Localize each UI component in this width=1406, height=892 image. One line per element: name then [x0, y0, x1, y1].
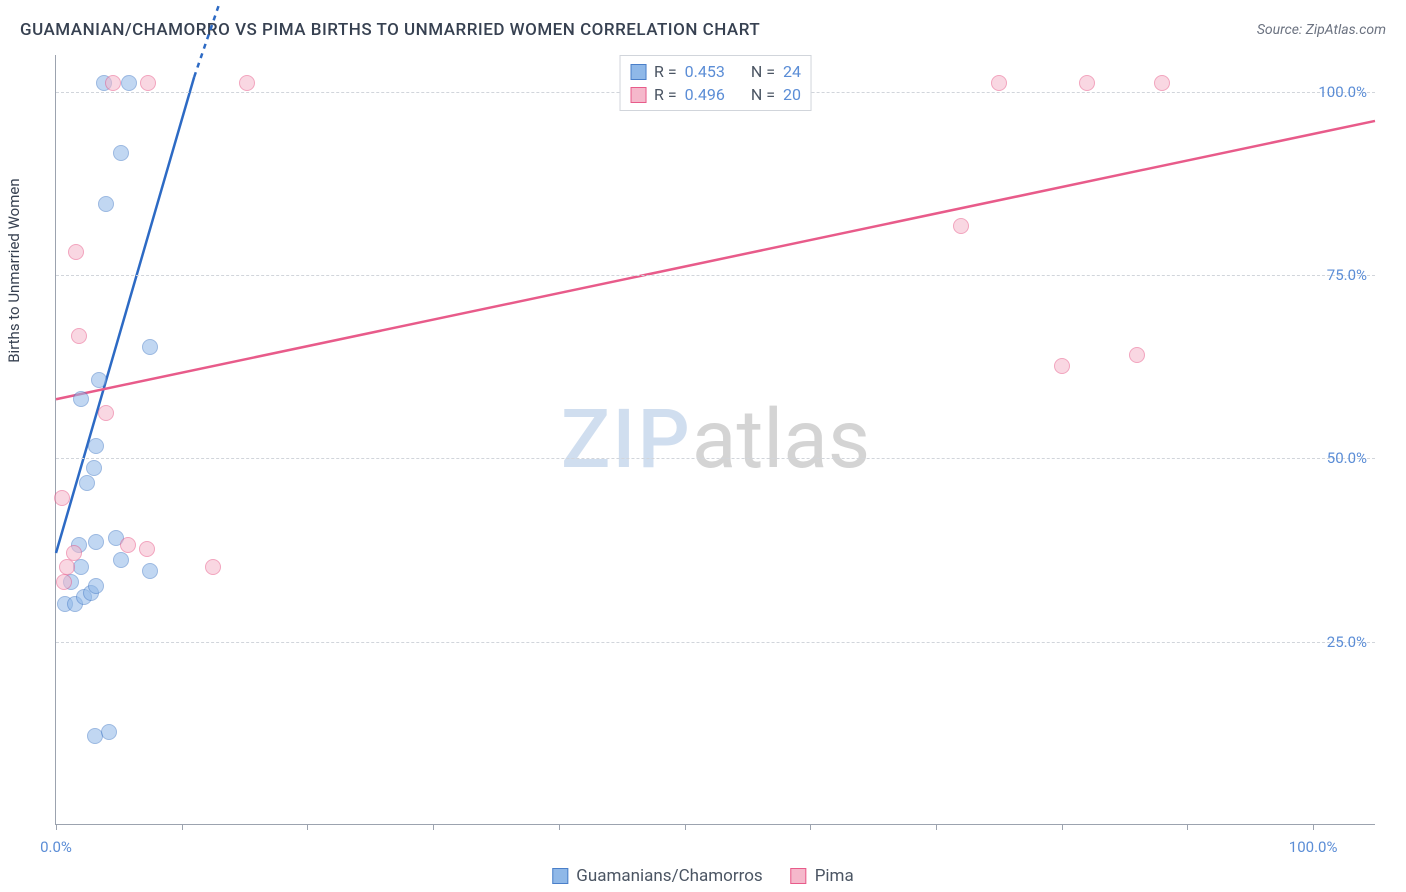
source-label: Source: ZipAtlas.com [1257, 22, 1386, 38]
scatter-point-pima [71, 328, 87, 344]
scatter-point-pima [139, 541, 155, 557]
scatter-point-pima [68, 244, 84, 260]
swatch-guamanian [630, 64, 646, 80]
swatch-pima [630, 87, 646, 103]
scatter-point-guamanian [91, 372, 107, 388]
scatter-point-guamanian [101, 724, 117, 740]
stats-row-pima: R = 0.496 N = 20 [630, 83, 801, 106]
scatter-point-pima [205, 559, 221, 575]
stat-r-label: R = [654, 62, 677, 81]
stat-n-label: N = [751, 85, 775, 104]
xtick-label-right: 100.0% [1289, 838, 1338, 856]
xtick [56, 824, 57, 830]
scatter-point-guamanian [88, 534, 104, 550]
legend-item-guamanian: Guamanians/Chamorros [552, 866, 762, 886]
scatter-point-guamanian [73, 391, 89, 407]
trendline-pima [56, 121, 1375, 399]
scatter-point-pima [105, 75, 121, 91]
bottom-legend: Guamanians/Chamorros Pima [552, 866, 853, 886]
stats-row-guamanian: R = 0.453 N = 24 [630, 60, 801, 83]
legend-swatch-pima [791, 868, 807, 884]
xtick-label-left: 0.0% [40, 838, 72, 856]
xtick [685, 824, 686, 830]
scatter-point-pima [54, 490, 70, 506]
xtick [559, 824, 560, 830]
scatter-point-pima [1079, 75, 1095, 91]
scatter-point-pima [1054, 358, 1070, 374]
trendlines-svg [56, 55, 1375, 824]
xtick [433, 824, 434, 830]
scatter-point-pima [140, 75, 156, 91]
legend-label-pima: Pima [815, 866, 854, 886]
legend-swatch-guamanian [552, 868, 568, 884]
scatter-point-pima [239, 75, 255, 91]
scatter-point-guamanian [121, 75, 137, 91]
stat-n-value: 24 [783, 62, 801, 81]
scatter-point-guamanian [88, 438, 104, 454]
scatter-point-guamanian [79, 475, 95, 491]
ytick-label: 75.0% [1327, 266, 1367, 284]
gridline-h [56, 275, 1375, 276]
scatter-point-guamanian [98, 196, 114, 212]
scatter-point-pima [1129, 347, 1145, 363]
xtick [182, 824, 183, 830]
scatter-point-pima [991, 75, 1007, 91]
xtick [1313, 824, 1314, 830]
scatter-point-pima [66, 545, 82, 561]
stat-n-label: N = [751, 62, 775, 81]
scatter-plot-area: ZIPatlas R = 0.453 N = 24 R = 0.496 N = 20 25.0… [55, 55, 1375, 825]
scatter-point-guamanian [113, 552, 129, 568]
scatter-point-guamanian [142, 339, 158, 355]
scatter-point-guamanian [73, 559, 89, 575]
scatter-point-guamanian [88, 578, 104, 594]
scatter-point-pima [59, 559, 75, 575]
scatter-point-pima [56, 574, 72, 590]
stat-r-value: 0.496 [685, 85, 725, 104]
xtick [936, 824, 937, 830]
scatter-point-guamanian [86, 460, 102, 476]
watermark-part2: atlas [692, 392, 870, 488]
scatter-point-pima [1154, 75, 1170, 91]
stat-r-label: R = [654, 85, 677, 104]
stats-legend-box: R = 0.453 N = 24 R = 0.496 N = 20 [619, 55, 812, 111]
ytick-label: 100.0% [1318, 83, 1367, 101]
watermark-part1: ZIP [561, 392, 692, 488]
legend-label-guamanian: Guamanians/Chamorros [576, 866, 762, 886]
stat-r-value: 0.453 [685, 62, 725, 81]
y-axis-label: Births to Unmarried Women [5, 178, 23, 362]
scatter-point-pima [120, 537, 136, 553]
chart-title: GUAMANIAN/CHAMORRO VS PIMA BIRTHS TO UNM… [20, 20, 760, 40]
scatter-point-guamanian [142, 563, 158, 579]
xtick [307, 824, 308, 830]
xtick [1062, 824, 1063, 830]
scatter-point-pima [953, 218, 969, 234]
gridline-h [56, 458, 1375, 459]
scatter-point-guamanian [113, 145, 129, 161]
legend-item-pima: Pima [791, 866, 854, 886]
scatter-point-pima [98, 405, 114, 421]
watermark: ZIPatlas [561, 392, 870, 488]
gridline-h [56, 642, 1375, 643]
trendline-dash-guamanian [194, 4, 219, 77]
xtick [810, 824, 811, 830]
xtick [1187, 824, 1188, 830]
ytick-label: 50.0% [1327, 449, 1367, 467]
ytick-label: 25.0% [1327, 633, 1367, 651]
stat-n-value: 20 [783, 85, 801, 104]
